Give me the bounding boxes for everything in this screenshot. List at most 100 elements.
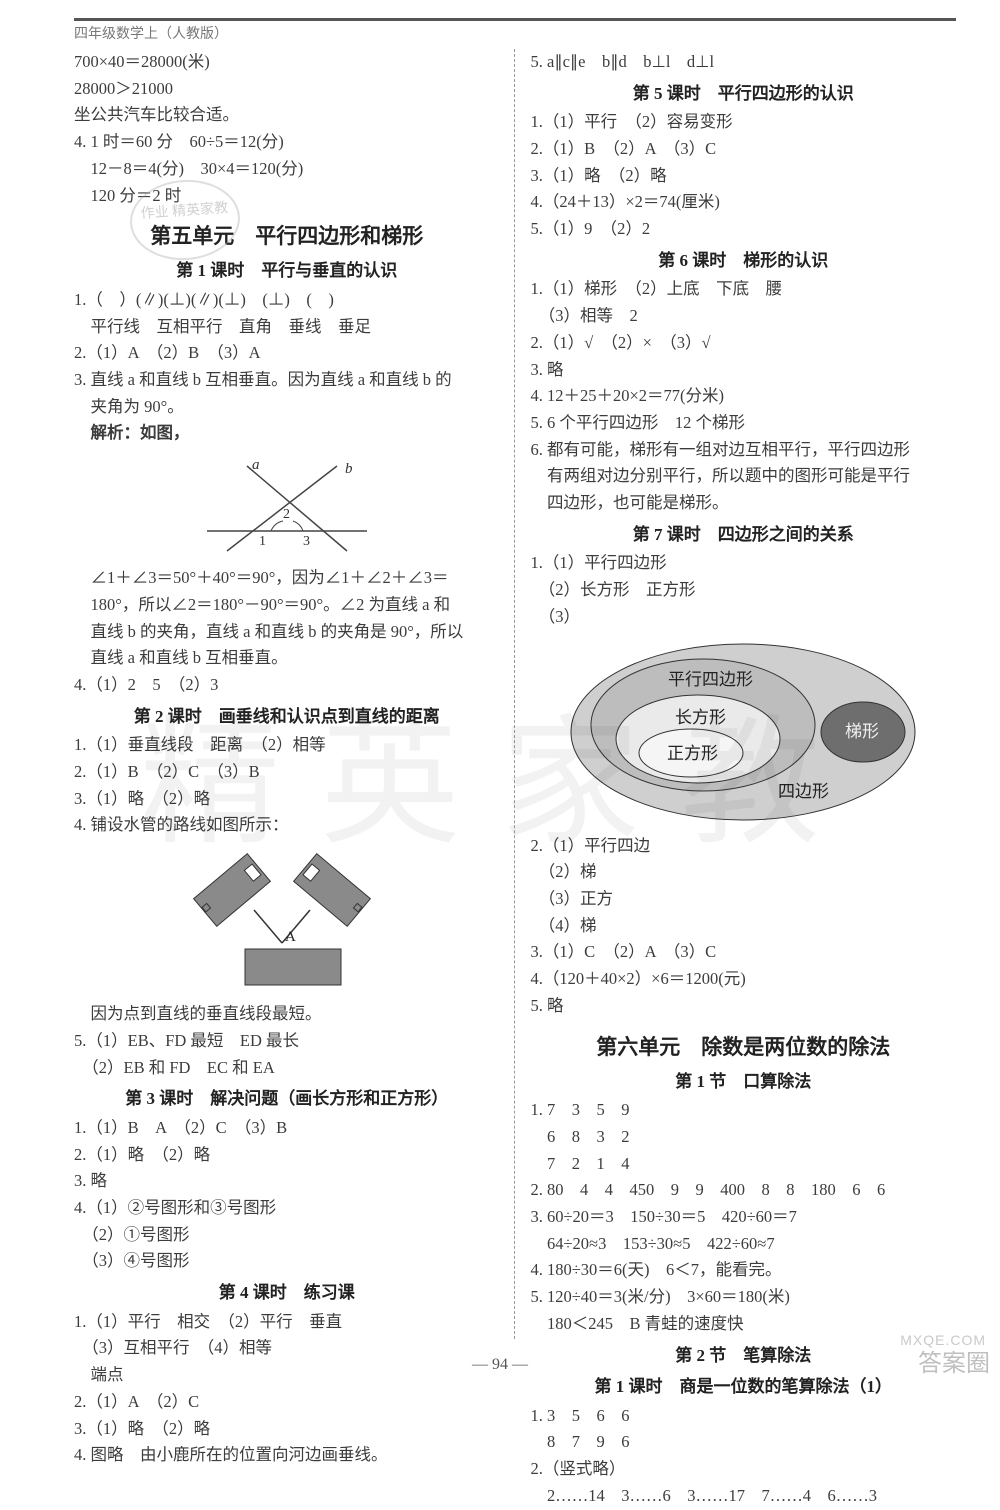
text-line: 4. 图略 由小鹿所在的位置向河边画垂线。 xyxy=(74,1442,500,1469)
text-line: 2.（竖式略） xyxy=(531,1456,957,1483)
venn-square: 正方形 xyxy=(667,744,718,763)
text-line: 2.（1）平行四边 xyxy=(531,833,957,860)
text-line: 1.（1）B A （2）C （3）B xyxy=(74,1115,500,1142)
text-line: （2）①号图形 xyxy=(74,1222,500,1249)
lesson-title: 第 5 课时 平行四边形的认识 xyxy=(531,80,957,108)
text-line: 1.（1）平行 相交 （2）平行 垂直 xyxy=(74,1309,500,1336)
section-subtitle: 第 1 课时 商是一位数的笔算除法（1） xyxy=(531,1373,957,1401)
label-1: 1 xyxy=(259,534,266,549)
text-line: （3）相等 2 xyxy=(531,303,957,330)
text-line: 120 分＝2 时 xyxy=(74,183,500,210)
text-line: 2.（1）B （2）A （3）C xyxy=(531,136,957,163)
text-line: 1. 3 5 6 6 xyxy=(531,1403,957,1430)
lesson-title: 第 2 课时 画垂线和认识点到直线的距离 xyxy=(74,703,500,731)
text-line: 平行线 互相平行 直角 垂线 垂足 xyxy=(74,314,500,341)
venn-quad: 四边形 xyxy=(778,782,829,801)
lesson-title: 第 1 课时 平行与垂直的认识 xyxy=(74,257,500,285)
lesson-title: 第 7 课时 四边形之间的关系 xyxy=(531,521,957,549)
label-b: b xyxy=(345,461,353,477)
text-line: 8 7 9 6 xyxy=(531,1429,957,1456)
text-line: （2）长方形 正方形 xyxy=(531,577,957,604)
text-line: 四边形，也可能是梯形。 xyxy=(531,490,957,517)
text-line: 因为点到直线的垂直线段最短。 xyxy=(74,1001,500,1028)
unit-title: 第五单元 平行四边形和梯形 xyxy=(74,219,500,253)
text-line: 4.（1）2 5 （2）3 xyxy=(74,672,500,699)
text-line: 180＜245 B 青蛙的速度快 xyxy=(531,1311,957,1338)
venn-para: 平行四边形 xyxy=(668,670,753,689)
text-line: 3.（1）略 （2）略 xyxy=(531,163,957,190)
text-line: 1.（1）平行 （2）容易变形 xyxy=(531,109,957,136)
text-line: 7 2 1 4 xyxy=(531,1151,957,1178)
text-line: 1.（1）垂直线段 距离 （2）相等 xyxy=(74,732,500,759)
quadrilateral-venn: 平行四边形 长方形 正方形 梯形 四边形 xyxy=(563,637,923,827)
text-line: 5. 6 个平行四边形 12 个梯形 xyxy=(531,410,957,437)
text-line: 3. 60÷20＝3 150÷30＝5 420÷60＝7 xyxy=(531,1204,957,1231)
lesson-title: 第 6 课时 梯形的认识 xyxy=(531,247,957,275)
text-line: 28000＞21000 xyxy=(74,76,500,103)
text-line: 5.（1）9 （2）2 xyxy=(531,216,957,243)
right-column: 5. a∥c∥e b∥d b⊥l d⊥l 第 5 课时 平行四边形的认识 1.（… xyxy=(514,49,957,1339)
pipe-diagram: A xyxy=(167,845,407,995)
text-line: 3.（1）略 （2）略 xyxy=(74,1416,500,1443)
page-number: — 94 — xyxy=(0,1356,1000,1374)
page: 四年级数学上（人教版） 作业 精英家教 精英家教 700×40＝28000(米)… xyxy=(0,0,1000,1388)
text-line: 1.（1）梯形 （2）上底 下底 腰 xyxy=(531,276,957,303)
text-line: 2.（1）A （2）B （3）A xyxy=(74,340,500,367)
label-3: 3 xyxy=(303,534,310,549)
text-line: 5. 略 xyxy=(531,993,957,1020)
text-line: 2.（1）√ （2）× （3）√ xyxy=(531,330,957,357)
text-line: 5. a∥c∥e b∥d b⊥l d⊥l xyxy=(531,49,957,76)
watermark-corner: 答案圈 xyxy=(918,1343,990,1378)
text-line: 4. 铺设水管的路线如图所示： xyxy=(74,812,500,839)
text-line: 12－8＝4(分) 30×4＝120(分) xyxy=(74,156,500,183)
columns: 700×40＝28000(米) 28000＞21000 坐公共汽车比较合适。 4… xyxy=(74,49,956,1339)
lesson-title: 第 4 课时 练习课 xyxy=(74,1279,500,1307)
text-line: 1.（1）平行四边形 xyxy=(531,550,957,577)
text-line: ∠1＋∠3＝50°＋40°＝90°，因为∠1＋∠2＋∠3＝ xyxy=(74,565,500,592)
text-line: 有两组对边分别平行，所以题中的图形可能是平行 xyxy=(531,463,957,490)
angle-diagram: a b 1 2 3 xyxy=(197,451,377,561)
text-line: 6 8 3 2 xyxy=(531,1124,957,1151)
text-line: 3. 略 xyxy=(74,1168,500,1195)
label-a: a xyxy=(252,457,260,473)
page-header: 四年级数学上（人教版） xyxy=(74,18,956,43)
unit-title: 第六单元 除数是两位数的除法 xyxy=(531,1030,957,1064)
text-line: （3） xyxy=(531,604,957,631)
text-line: （4）梯 xyxy=(531,913,957,940)
text-line: 2.（1）略 （2）略 xyxy=(74,1142,500,1169)
text-line: 2.（1）A （2）C xyxy=(74,1389,500,1416)
text-line: 解析：如图， xyxy=(74,420,500,447)
text-line: 3.（1）略 （2）略 xyxy=(74,786,500,813)
text-line: 700×40＝28000(米) xyxy=(74,49,500,76)
venn-trap: 梯形 xyxy=(845,722,879,741)
lesson-title: 第 3 课时 解决问题（画长方形和正方形） xyxy=(74,1085,500,1113)
venn-rect: 长方形 xyxy=(675,708,726,727)
text-line: 3.（1）C （2）A （3）C xyxy=(531,939,957,966)
text-line: （3）④号图形 xyxy=(74,1248,500,1275)
label-A: A xyxy=(285,929,296,945)
section-title: 第 1 节 口算除法 xyxy=(531,1068,957,1096)
text-line: 直线 b 的夹角，直线 a 和直线 b 的夹角是 90°，所以 xyxy=(74,619,500,646)
text-line: 2.（1）B （2）C （3）B xyxy=(74,759,500,786)
text-line: 4.（1）②号图形和③号图形 xyxy=(74,1195,500,1222)
text-line: 4.（24＋13）×2＝74(厘米) xyxy=(531,189,957,216)
left-column: 700×40＝28000(米) 28000＞21000 坐公共汽车比较合适。 4… xyxy=(74,49,514,1339)
text-line: 4. 180÷30＝6(天) 6＜7，能看完。 xyxy=(531,1257,957,1284)
text-line: 6. 都有可能，梯形有一组对边互相平行，平行四边形 xyxy=(531,437,957,464)
text-line: 180°，所以∠2＝180°－90°＝90°。∠2 为直线 a 和 xyxy=(74,592,500,619)
text-line: 3. 直线 a 和直线 b 互相垂直。因为直线 a 和直线 b 的 xyxy=(74,367,500,394)
text-line: 直线 a 和直线 b 互相垂直。 xyxy=(74,645,500,672)
text-line: 4. 12＋25＋20×2＝77(分米) xyxy=(531,383,957,410)
text-line: 4.（120＋40×2）×6＝1200(元) xyxy=(531,966,957,993)
text-line: 2……14 3……6 3……17 7……4 6……3 xyxy=(531,1483,957,1510)
text-line: （2）EB 和 FD EC 和 EA xyxy=(74,1055,500,1082)
text-line: 4. 1 时＝60 分 60÷5＝12(分) xyxy=(74,129,500,156)
text-line: 1. 7 3 5 9 xyxy=(531,1097,957,1124)
text-line: 坐公共汽车比较合适。 xyxy=(74,102,500,129)
text-line: 1.（ ）(∥)(⊥)(∥)(⊥) (⊥) ( ) xyxy=(74,287,500,314)
text-line: 5. 120÷40＝3(米/分) 3×60＝180(米) xyxy=(531,1284,957,1311)
text-line: （2）梯 xyxy=(531,859,957,886)
text-line: 夹角为 90°。 xyxy=(74,394,500,421)
text-line: 64÷20≈3 153÷30≈5 422÷60≈7 xyxy=(531,1231,957,1258)
text-line: 3. 略 xyxy=(531,357,957,384)
